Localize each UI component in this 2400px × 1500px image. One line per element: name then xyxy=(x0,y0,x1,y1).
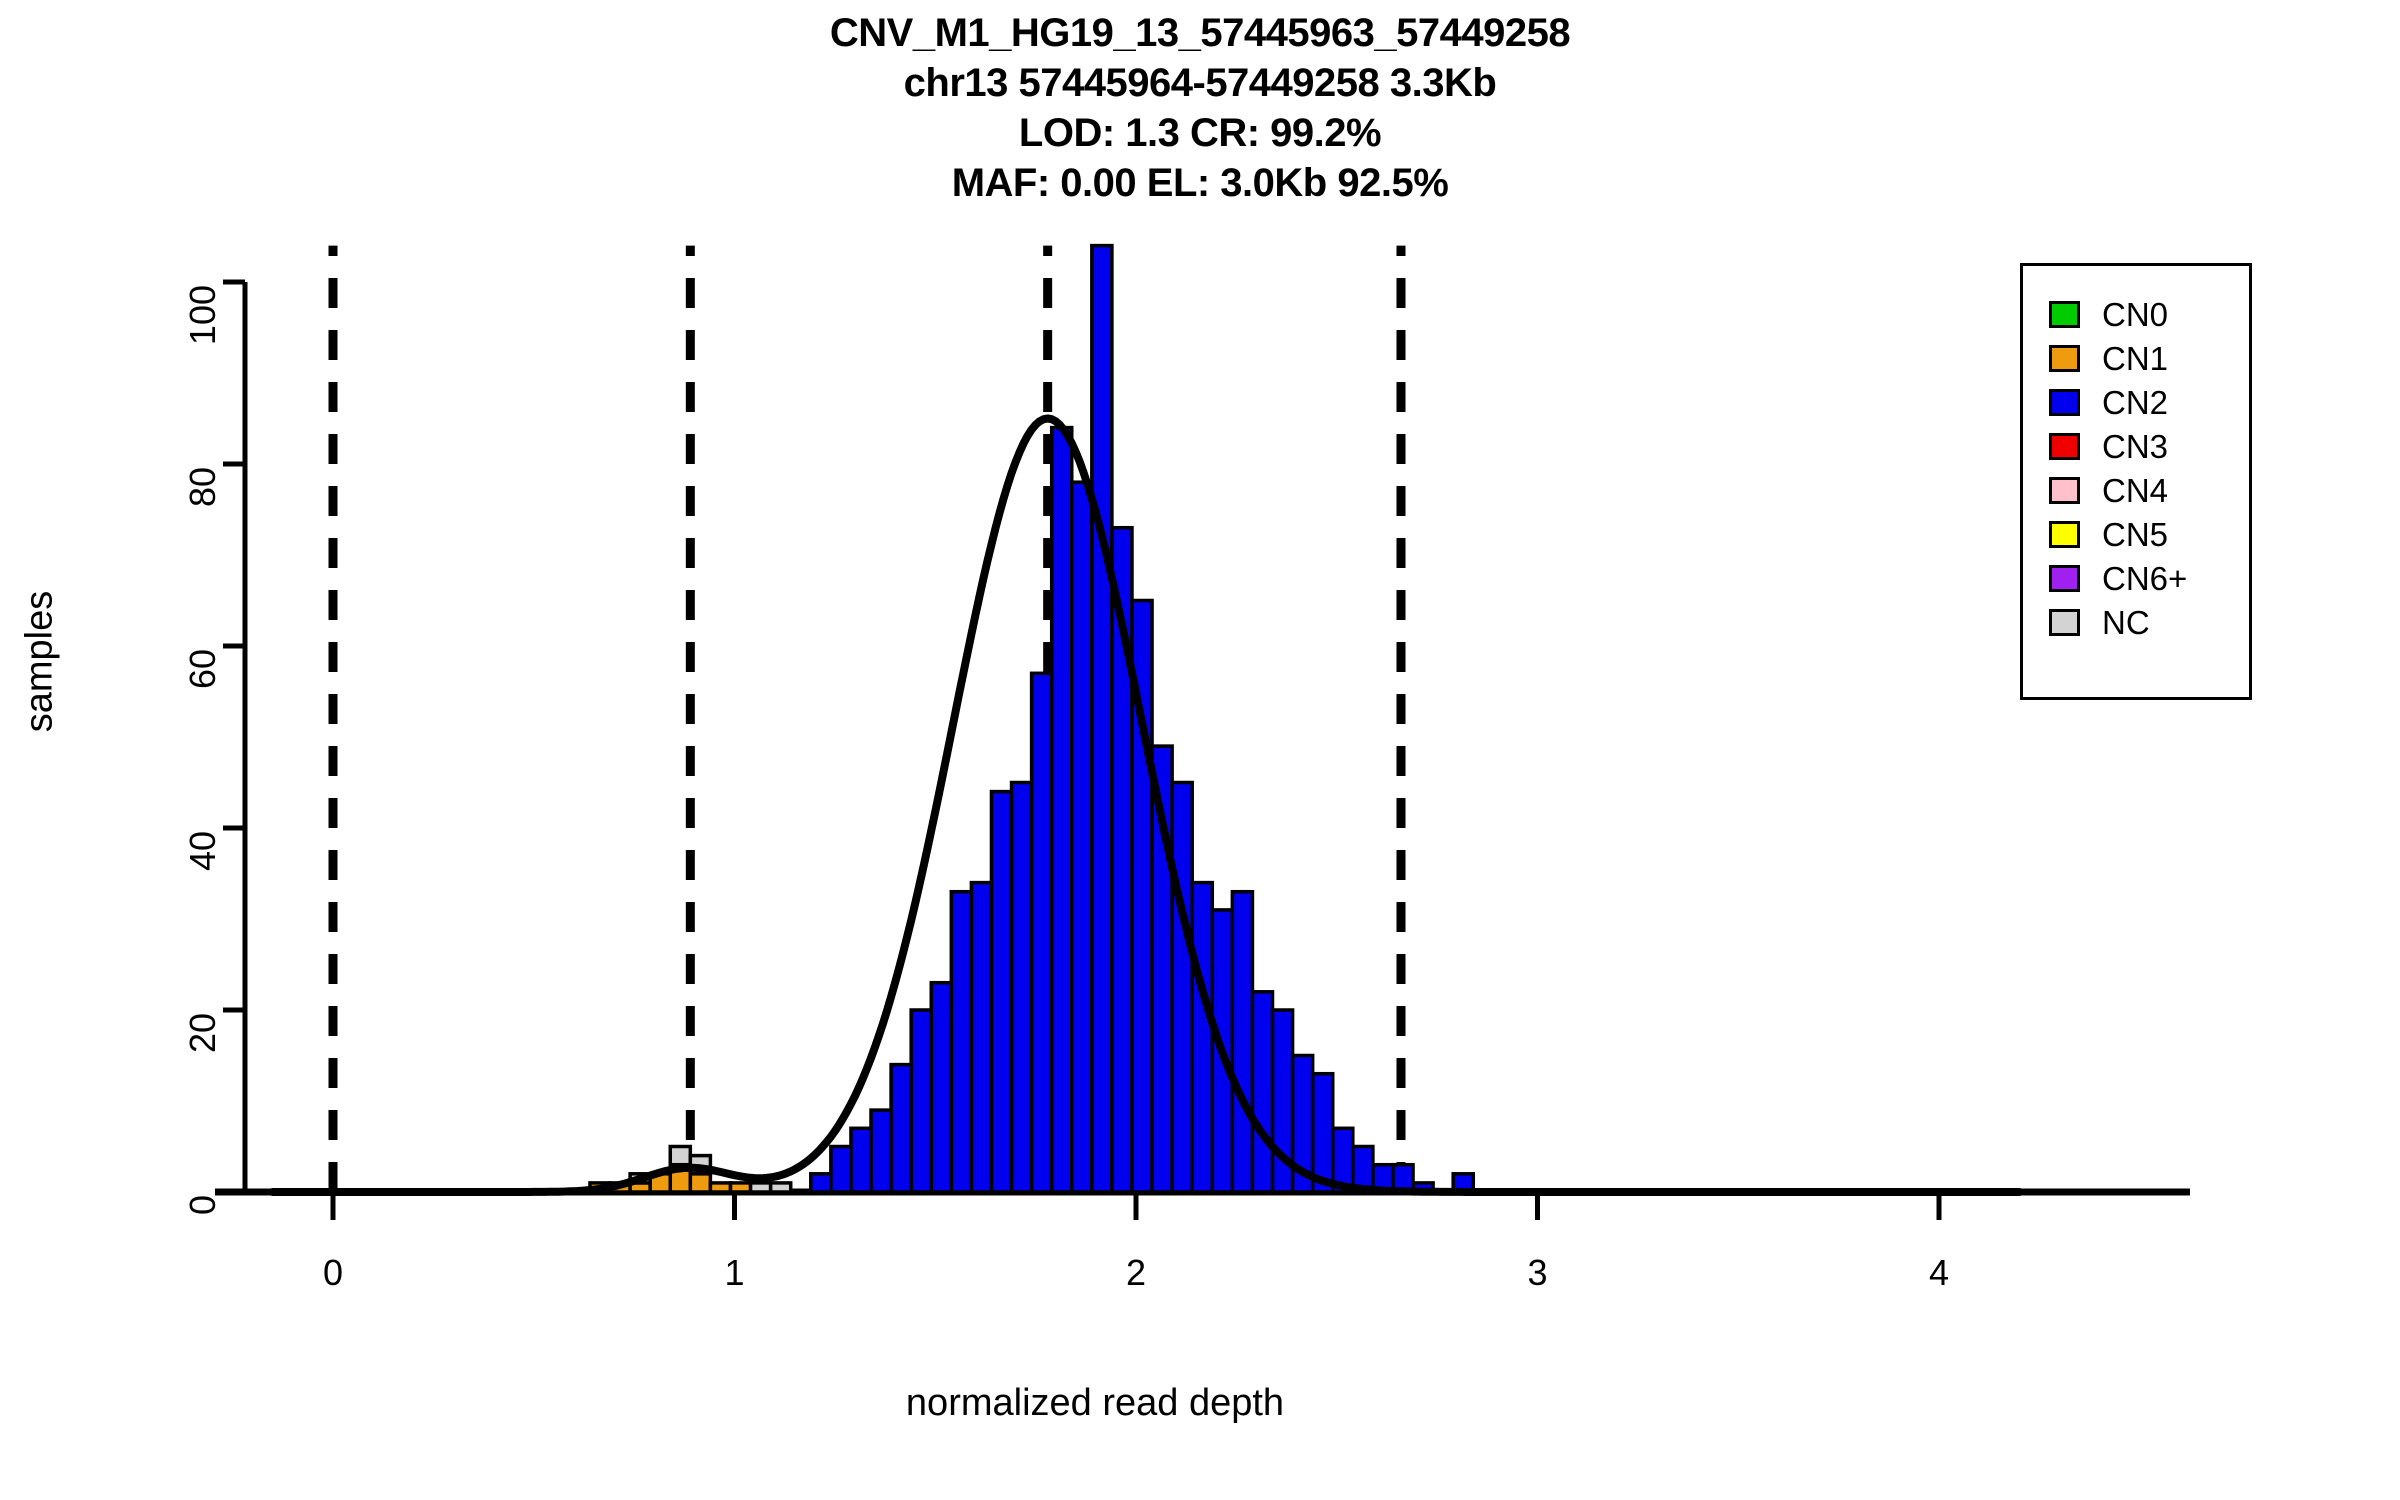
histogram-bar xyxy=(829,1144,853,1194)
histogram-bar xyxy=(1009,780,1034,1194)
histogram-bar xyxy=(688,1172,713,1194)
histogram-bar xyxy=(989,789,1014,1194)
y-tick-label: 80 xyxy=(182,467,223,508)
legend-item-label: CN6+ xyxy=(2102,559,2188,597)
histogram-bar xyxy=(1029,671,1054,1194)
legend-swatch-icon xyxy=(2049,608,2080,636)
x-tick-label: 0 xyxy=(322,1252,344,1293)
histogram-bar xyxy=(728,1181,753,1194)
legend-swatch-icon xyxy=(2049,432,2080,460)
density-curve xyxy=(268,414,2024,1196)
histogram-bar xyxy=(949,889,974,1194)
legend-swatch-icon xyxy=(2049,476,2080,504)
histogram-bar xyxy=(849,1126,873,1194)
legend-item-label: CN1 xyxy=(2102,339,2169,377)
histogram-bar xyxy=(969,880,994,1194)
x-tick-label: 1 xyxy=(724,1252,745,1293)
legend-swatch-icon xyxy=(2049,300,2080,328)
histogram-bar xyxy=(909,1008,933,1194)
legend-item-nc[interactable]: NC xyxy=(2023,600,2249,644)
x-tick-label: 4 xyxy=(1928,1252,1950,1293)
legend-item-cn4[interactable]: CN4 xyxy=(2023,468,2249,512)
legend-item-cn5[interactable]: CN5 xyxy=(2023,512,2249,556)
legend-item-label: CN3 xyxy=(2102,427,2169,465)
histogram-bar xyxy=(1190,880,1215,1194)
histogram-bar xyxy=(889,1062,913,1194)
histogram-bar xyxy=(1049,425,1074,1194)
legend-item-label: CN5 xyxy=(2102,515,2169,553)
legend-item-cn3[interactable]: CN3 xyxy=(2023,424,2249,468)
histogram-bar xyxy=(1230,889,1255,1194)
legend-item-label: NC xyxy=(2102,603,2150,641)
histogram-bar xyxy=(809,1172,833,1194)
legend-item-label: CN0 xyxy=(2102,295,2169,333)
histogram-bar xyxy=(768,1181,793,1194)
legend-item-label: CN2 xyxy=(2102,383,2169,421)
legend-item-cn6plus[interactable]: CN6+ xyxy=(2023,556,2249,600)
histogram-bar xyxy=(668,1144,693,1167)
histogram-bar xyxy=(1090,243,1114,1194)
y-tick-label: 100 xyxy=(182,285,223,346)
histogram-bar xyxy=(929,980,954,1194)
x-tick-label: 3 xyxy=(1527,1252,1548,1293)
y-tick-label: 20 xyxy=(182,1013,223,1054)
histogram-bars xyxy=(588,243,1476,1194)
fitted-density-curve xyxy=(268,414,2024,1196)
x-tick-label: 2 xyxy=(1125,1252,1147,1293)
legend-swatch-icon xyxy=(2049,388,2080,416)
x-axis-title: normalized read depth xyxy=(905,1382,1285,1424)
histogram-bar xyxy=(1070,480,1094,1194)
legend-swatch-icon xyxy=(2049,520,2080,548)
y-tick-label: 60 xyxy=(182,649,223,690)
histogram-bar xyxy=(748,1181,773,1194)
legend-box: CN0 CN1 CN2 CN3 CN4 CN5 CN6+ NC xyxy=(2020,263,2252,700)
histogram-bar xyxy=(1170,780,1194,1194)
histogram-bar xyxy=(708,1181,733,1194)
histogram-bar xyxy=(869,1108,893,1194)
legend-swatch-icon xyxy=(2049,564,2080,592)
y-tick-label: 40 xyxy=(182,831,223,872)
legend-item-label: CN4 xyxy=(2102,471,2169,509)
y-tick-label: 0 xyxy=(182,1195,223,1216)
legend-item-cn0[interactable]: CN0 xyxy=(2023,292,2249,336)
legend-item-cn2[interactable]: CN2 xyxy=(2023,380,2249,424)
legend-item-cn1[interactable]: CN1 xyxy=(2023,336,2249,380)
legend-swatch-icon xyxy=(2049,344,2080,372)
histogram-bar xyxy=(1250,990,1275,1194)
